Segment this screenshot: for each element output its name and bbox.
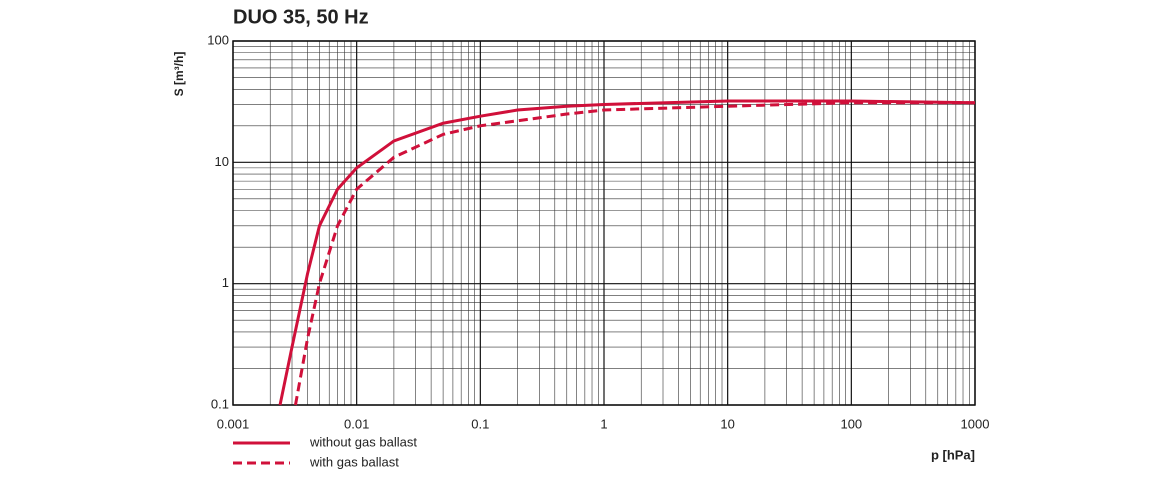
- y-tick-label: 0.1: [211, 396, 229, 411]
- x-axis-label: p [hPa]: [931, 447, 975, 462]
- y-axis-label: S [m³/h]: [172, 52, 186, 97]
- x-tick-label: 10: [720, 416, 734, 431]
- x-tick-label: 0.001: [217, 416, 250, 431]
- x-tick-label: 1000: [961, 416, 990, 431]
- legend-label: with gas ballast: [309, 454, 399, 469]
- y-tick-label: 10: [215, 154, 229, 169]
- series-line: [293, 101, 975, 406]
- x-tick-label: 100: [840, 416, 862, 431]
- y-tick-label: 1: [222, 275, 229, 290]
- plot-frame: [232, 40, 976, 406]
- x-tick-label: 0.1: [471, 416, 489, 431]
- series-line: [278, 99, 976, 406]
- chart-title: DUO 35, 50 Hz: [233, 6, 369, 28]
- y-tick-label: 100: [207, 32, 229, 47]
- x-tick-label: 0.01: [344, 416, 369, 431]
- x-tick-label: 1: [600, 416, 607, 431]
- legend-label: without gas ballast: [309, 434, 417, 449]
